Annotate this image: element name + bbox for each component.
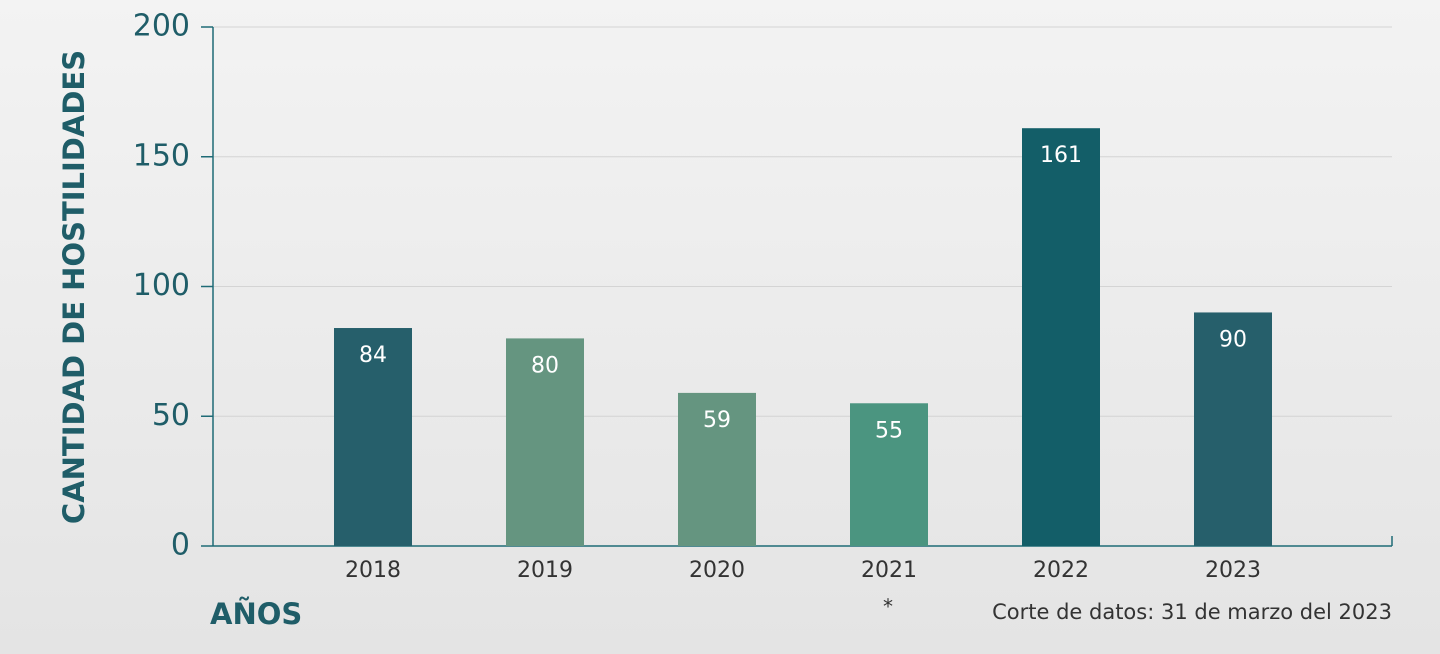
value-label: 84 [359,343,387,368]
bar [850,403,928,546]
footnote-marker: * [883,595,893,619]
value-label: 90 [1219,327,1247,352]
x-tick-label: 2018 [345,558,401,583]
bar [506,338,584,546]
value-label: 80 [531,353,559,378]
y-tick-label: 150 [133,138,190,173]
y-tick-label: 0 [171,528,190,563]
footnote: Corte de datos: 31 de marzo del 2023 [992,600,1392,624]
y-tick-label: 200 [133,9,190,44]
bar [678,392,756,546]
y-tick-label: 100 [133,268,190,303]
x-tick-label: 2021 [861,558,917,583]
y-tick-label: 50 [152,398,190,433]
bar [334,328,412,546]
bar [1194,312,1272,546]
value-label: 59 [703,408,731,433]
bar [1022,128,1100,546]
value-label: 161 [1040,143,1082,168]
x-tick-label: 2022 [1033,558,1089,583]
x-tick-label: 2023 [1205,558,1261,583]
value-label: 55 [875,418,903,443]
y-axis-title: CANTIDAD DE HOSTILIDADES [57,50,91,524]
x-tick-label: 2020 [689,558,745,583]
x-axis-title: AÑOS [210,597,302,631]
x-tick-label: 2019 [517,558,573,583]
